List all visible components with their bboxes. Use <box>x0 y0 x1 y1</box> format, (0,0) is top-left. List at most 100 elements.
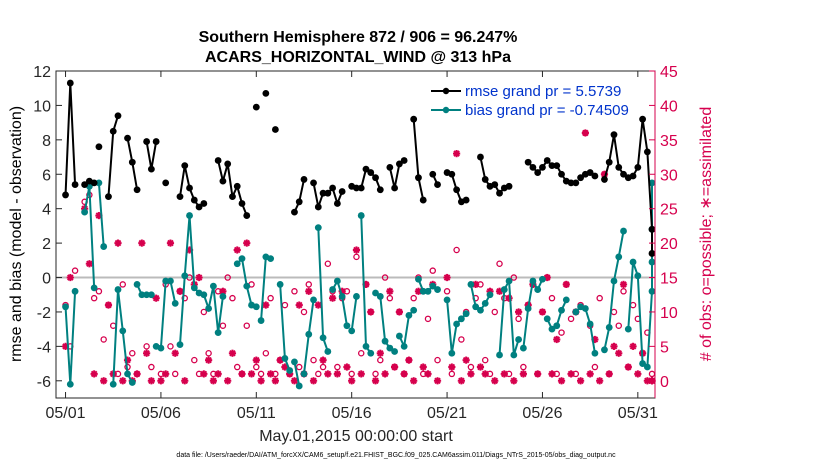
obs-possible-marker <box>443 288 451 295</box>
bias-point <box>400 342 408 350</box>
obs-possible-marker <box>229 294 236 302</box>
obs-assimilated-marker <box>171 349 179 357</box>
obs-assimilated-marker <box>352 246 361 254</box>
y-right-tick-label: 45 <box>660 64 678 81</box>
obs-assimilated-marker <box>181 377 189 385</box>
obs-assimilated-marker <box>610 342 618 350</box>
obs-assimilated-marker <box>309 377 318 385</box>
rmse-point <box>319 189 327 197</box>
bias-point <box>124 370 131 378</box>
bias-point <box>639 360 647 367</box>
obs-assimilated-marker <box>419 363 427 371</box>
bias-point <box>343 322 351 330</box>
obs-possible-marker <box>267 294 274 302</box>
bias-point <box>500 286 508 293</box>
rmse-point <box>491 181 499 188</box>
rmse-point <box>395 160 403 168</box>
rmse-point <box>186 184 193 192</box>
obs-assimilated-marker <box>410 377 418 385</box>
obs-possible-marker <box>143 343 150 350</box>
footnote: data file: /Users/raeder/DAI/ATM_forcXX/… <box>176 452 616 459</box>
obs-possible-marker <box>429 267 437 274</box>
bias-point <box>548 325 556 333</box>
obs-assimilated-marker <box>376 349 384 357</box>
bias-point <box>429 282 437 290</box>
obs-possible-marker <box>71 267 79 274</box>
rmse-point <box>81 181 89 188</box>
obs-assimilated-marker <box>162 370 170 378</box>
obs-assimilated-marker <box>343 363 351 371</box>
bias-point <box>314 224 322 232</box>
bias-point <box>634 272 642 280</box>
rmse-point <box>95 143 103 151</box>
bias-point <box>648 258 656 266</box>
obs-possible-marker <box>410 294 417 302</box>
rmse-point <box>410 115 418 123</box>
obs-possible-marker <box>386 294 394 302</box>
obs-assimilated-marker <box>500 370 508 378</box>
obs-assimilated-marker <box>100 377 108 385</box>
rmse-point <box>90 179 98 187</box>
obs-possible-marker <box>205 350 212 357</box>
obs-assimilated-marker <box>319 356 327 364</box>
rmse-point <box>66 79 74 87</box>
obs-possible-marker <box>453 246 460 254</box>
bias-point <box>391 348 399 355</box>
bias-series-group <box>62 179 656 390</box>
rmse-point <box>357 184 365 192</box>
obs-assimilated-marker <box>143 349 151 357</box>
legend-bias-marker <box>442 106 450 114</box>
rmse-point <box>643 148 651 156</box>
rmse-point <box>329 184 337 192</box>
bias-point <box>310 296 317 304</box>
bias-point <box>443 296 451 304</box>
obs-assimilated-marker <box>357 370 365 378</box>
y-right-tick-label: 40 <box>660 98 678 115</box>
rmse-point <box>648 225 656 233</box>
bias-point <box>434 286 441 293</box>
y-left-tick-label: -6 <box>37 374 51 391</box>
obs-assimilated-marker <box>400 370 408 378</box>
y-right-tick-label: 15 <box>660 271 678 288</box>
rmse-point <box>190 196 198 204</box>
obs-assimilated-marker <box>104 301 113 309</box>
y-left-tick-label: -2 <box>37 305 51 322</box>
rmse-point <box>181 162 189 170</box>
obs-possible-marker <box>257 370 265 378</box>
obs-possible-marker <box>253 363 260 371</box>
obs-assimilated-marker <box>224 377 232 385</box>
rmse-point <box>505 182 513 190</box>
obs-possible-marker <box>224 274 231 281</box>
obs-possible-marker <box>353 253 360 261</box>
obs-possible-marker <box>243 322 251 329</box>
obs-assimilated-marker <box>348 377 356 385</box>
bias-point <box>190 284 198 292</box>
bias-point <box>558 306 565 314</box>
obs-assimilated-marker <box>200 370 208 378</box>
obs-possible-marker <box>315 370 322 378</box>
bias-point <box>510 351 518 359</box>
x-tick-label: 05/01 <box>46 405 86 422</box>
obs-assimilated-marker <box>596 377 604 385</box>
bias-point <box>419 287 427 295</box>
bias-point <box>591 349 599 357</box>
bias-line <box>398 309 415 350</box>
rmse-point <box>629 172 637 180</box>
obs-possible-marker <box>200 308 208 316</box>
bias-point <box>133 281 141 288</box>
bias-line <box>97 182 105 247</box>
obs-assimilated-marker <box>395 308 403 316</box>
bias-point <box>128 379 136 386</box>
bias-point <box>472 303 480 311</box>
legend: rmse grand pr = 5.5739 bias grand pr = -… <box>427 80 629 122</box>
rmse-point <box>462 196 470 204</box>
obs-assimilated-marker <box>176 287 184 295</box>
obs-possible-marker <box>95 288 103 295</box>
obs-possible-marker <box>191 356 198 364</box>
bias-point <box>138 291 146 299</box>
rmse-point <box>548 162 556 170</box>
obs-assimilated-marker <box>491 377 499 385</box>
obs-assimilated-marker <box>586 370 594 378</box>
obs-possible-marker <box>372 370 379 378</box>
obs-possible-marker <box>319 363 327 371</box>
